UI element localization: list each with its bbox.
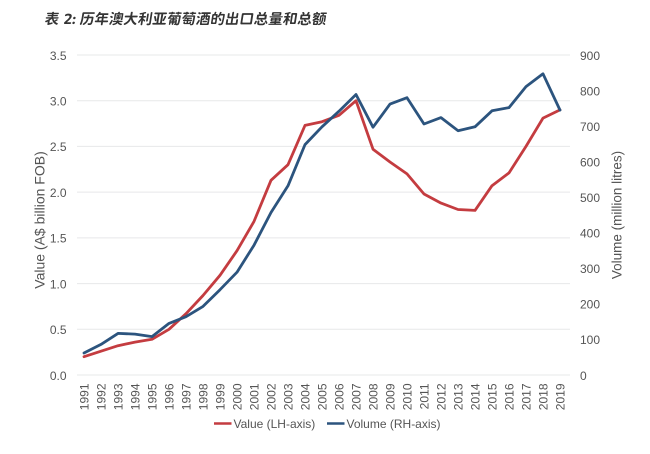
svg-text:Value (LH-axis): Value (LH-axis): [234, 417, 316, 431]
svg-text:2002: 2002: [265, 383, 279, 410]
svg-text:2010: 2010: [401, 383, 415, 410]
svg-text:2014: 2014: [469, 383, 483, 410]
svg-text:1998: 1998: [197, 383, 211, 410]
svg-text:200: 200: [580, 298, 600, 312]
svg-text:2017: 2017: [520, 383, 534, 410]
svg-text:300: 300: [580, 262, 600, 276]
svg-text:1992: 1992: [95, 383, 109, 410]
svg-text:2018: 2018: [537, 383, 551, 410]
svg-text:2009: 2009: [384, 383, 398, 410]
svg-text:100: 100: [580, 333, 600, 347]
svg-text:0.5: 0.5: [50, 323, 67, 337]
svg-text:1994: 1994: [129, 383, 143, 410]
svg-text:3.5: 3.5: [50, 49, 67, 63]
svg-text:500: 500: [580, 191, 600, 205]
svg-text:2000: 2000: [231, 383, 245, 410]
svg-text:2003: 2003: [282, 383, 296, 410]
svg-text:400: 400: [580, 227, 600, 241]
svg-text:3.0: 3.0: [50, 95, 67, 109]
svg-text:900: 900: [580, 49, 600, 63]
svg-text:700: 700: [580, 120, 600, 134]
svg-text:2015: 2015: [486, 383, 500, 410]
svg-text:1996: 1996: [163, 383, 177, 410]
svg-text:2019: 2019: [554, 383, 568, 410]
svg-text:1.0: 1.0: [50, 277, 67, 291]
svg-text:2016: 2016: [503, 383, 517, 410]
svg-text:2.0: 2.0: [50, 186, 67, 200]
svg-text:0: 0: [580, 369, 587, 383]
svg-text:2004: 2004: [299, 383, 313, 410]
svg-text:1991: 1991: [78, 383, 92, 410]
svg-text:1997: 1997: [180, 383, 194, 410]
svg-text:1993: 1993: [112, 383, 126, 410]
svg-text:2007: 2007: [350, 383, 364, 410]
svg-text:0.0: 0.0: [50, 369, 67, 383]
svg-text:2001: 2001: [248, 383, 262, 410]
svg-text:2012: 2012: [435, 383, 449, 410]
svg-text:Volume (million litres): Volume (million litres): [610, 151, 625, 279]
svg-text:600: 600: [580, 156, 600, 170]
svg-text:2008: 2008: [367, 383, 381, 410]
svg-text:1.5: 1.5: [50, 232, 67, 246]
svg-text:2006: 2006: [333, 383, 347, 410]
svg-text:1999: 1999: [214, 383, 228, 410]
svg-text:2005: 2005: [316, 383, 330, 410]
svg-text:800: 800: [580, 84, 600, 98]
svg-text:Volume (RH-axis): Volume (RH-axis): [347, 417, 441, 431]
svg-text:1995: 1995: [146, 383, 160, 410]
svg-text:Value (A$ billion FOB): Value (A$ billion FOB): [32, 151, 48, 288]
svg-text:2013: 2013: [452, 383, 466, 410]
svg-text:2011: 2011: [418, 383, 432, 409]
svg-text:2.5: 2.5: [50, 140, 67, 154]
